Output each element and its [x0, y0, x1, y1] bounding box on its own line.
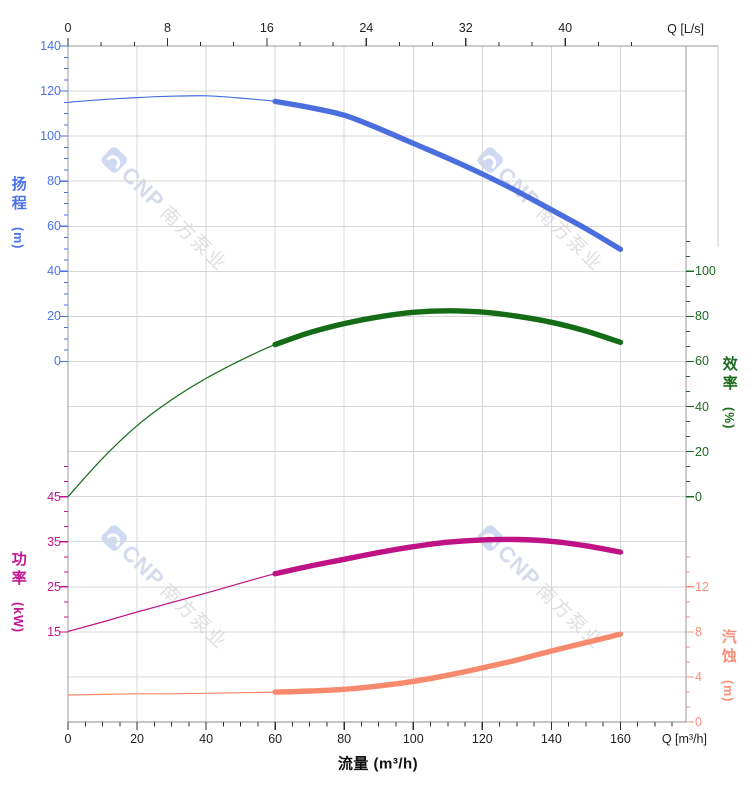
eff-curve-bold: [272, 308, 624, 348]
head-curve-bold: [272, 98, 624, 252]
head-axis-unit-label: (m): [10, 227, 25, 250]
efficiency-axis-title: 效率 (%): [720, 356, 738, 430]
npsh-axis-title-text: 汽蚀: [719, 629, 737, 667]
power-curve-bold: [272, 536, 624, 577]
efficiency-axis-title-text: 效率: [720, 356, 738, 394]
power-axis-unit-label: (kW): [10, 602, 25, 634]
npsh-axis-title: 汽蚀 (m): [719, 629, 737, 703]
power-axis-title: 功率 (kW): [9, 551, 27, 634]
head-axis-title: 扬程 (m): [9, 176, 27, 250]
x-axis-title: 流量 (m³/h): [337, 755, 419, 773]
npsh-axis-unit-label: (m): [720, 680, 735, 703]
bottom-axis-corner-unit: Q [m³/h]: [661, 732, 707, 746]
top-axis-corner-unit: Q [L/s]: [667, 22, 704, 36]
head-axis-title-text: 扬程: [9, 176, 27, 214]
efficiency-axis-unit-label: (%): [721, 407, 736, 430]
power-axis-title-text: 功率: [9, 551, 27, 589]
npsh-curve-bold: [272, 631, 624, 695]
